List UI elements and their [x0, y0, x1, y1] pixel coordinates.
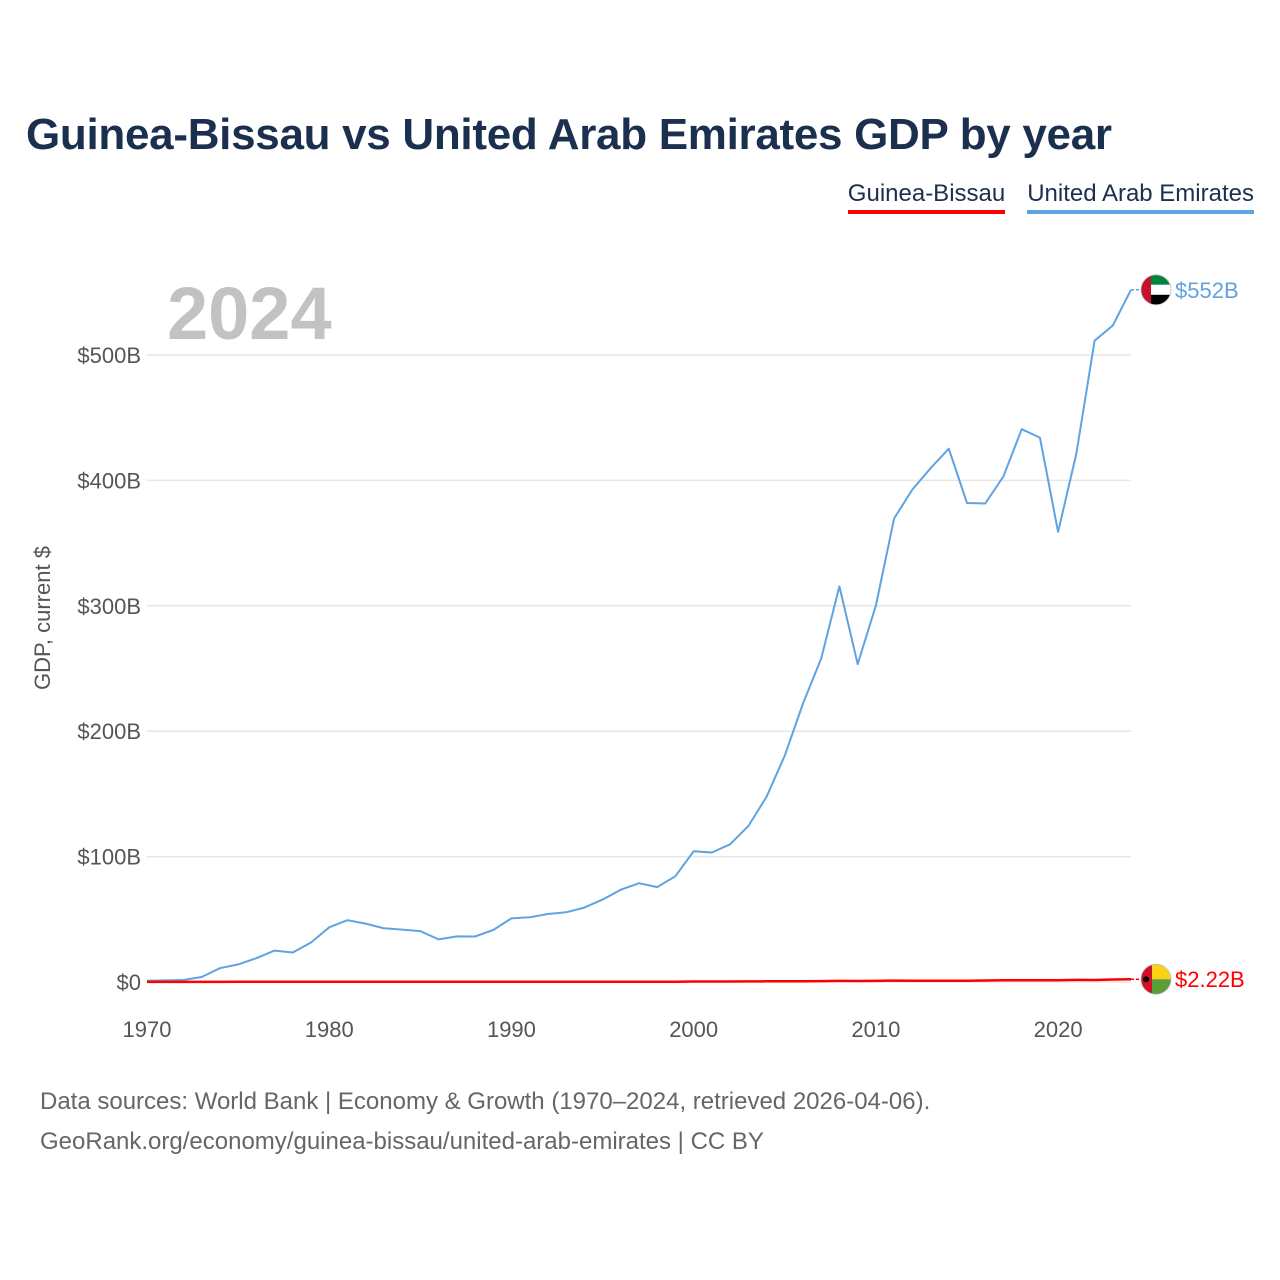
flag-outline: [1140, 963, 1172, 995]
series-lines: [146, 289, 1132, 984]
flag-star: [1143, 976, 1149, 983]
current-year-label: 2024: [167, 272, 332, 355]
flag-gnb-icon: [1141, 964, 1171, 995]
y-tick-label: $100B: [77, 845, 141, 870]
footer: Data sources: World Bank | Economy & Gro…: [40, 1082, 930, 1162]
y-axis-title: GDP, current $: [30, 546, 55, 690]
series-line-gnb: [147, 977, 1132, 984]
x-tick-label: 2020: [1034, 1017, 1083, 1042]
legend: Guinea-Bissau United Arab Emirates: [847, 180, 1254, 214]
footer-link[interactable]: GeoRank.org/economy/guinea-bissau/united…: [40, 1128, 764, 1155]
x-tick-label: 1980: [305, 1017, 354, 1042]
y-tick-label: $500B: [77, 343, 141, 368]
flag-outline: [1140, 274, 1172, 306]
x-tick-label: 2000: [669, 1017, 718, 1042]
chart-title: Guinea-Bissau vs United Arab Emirates GD…: [26, 110, 1112, 159]
footer-sources: Data sources: World Bank | Economy & Gro…: [40, 1088, 931, 1115]
legend-item-united-arab-emirates[interactable]: United Arab Emirates: [1027, 180, 1254, 214]
y-tick-label: $400B: [77, 468, 141, 493]
x-tick-label: 1990: [487, 1017, 536, 1042]
x-axis-ticks: 1970 1980 1990 2000 2010 2020: [123, 1017, 1083, 1042]
flag-stripe: [1141, 284, 1171, 295]
series-line-uae: [146, 289, 1132, 982]
x-tick-label: 2010: [851, 1017, 900, 1042]
flag-stripe: [1141, 274, 1151, 305]
legend-item-guinea-bissau[interactable]: Guinea-Bissau: [847, 180, 1006, 214]
end-value-label: $552B: [1175, 278, 1239, 303]
y-tick-label: $0: [117, 970, 141, 995]
y-axis-ticks: $0 $100B $200B $300B $400B $500B: [77, 343, 141, 995]
flag-stripe: [1141, 294, 1171, 305]
y-tick-label: $200B: [77, 719, 141, 744]
grid-lines: [147, 354, 1131, 983]
y-tick-label: $300B: [77, 594, 141, 619]
x-tick-label: 1970: [123, 1017, 172, 1042]
flag-uae-icon: [1141, 274, 1171, 305]
end-markers: $552B $2.22B: [1131, 274, 1245, 995]
flag-stripe: [1141, 274, 1171, 285]
end-value-label: $2.22B: [1175, 967, 1245, 992]
